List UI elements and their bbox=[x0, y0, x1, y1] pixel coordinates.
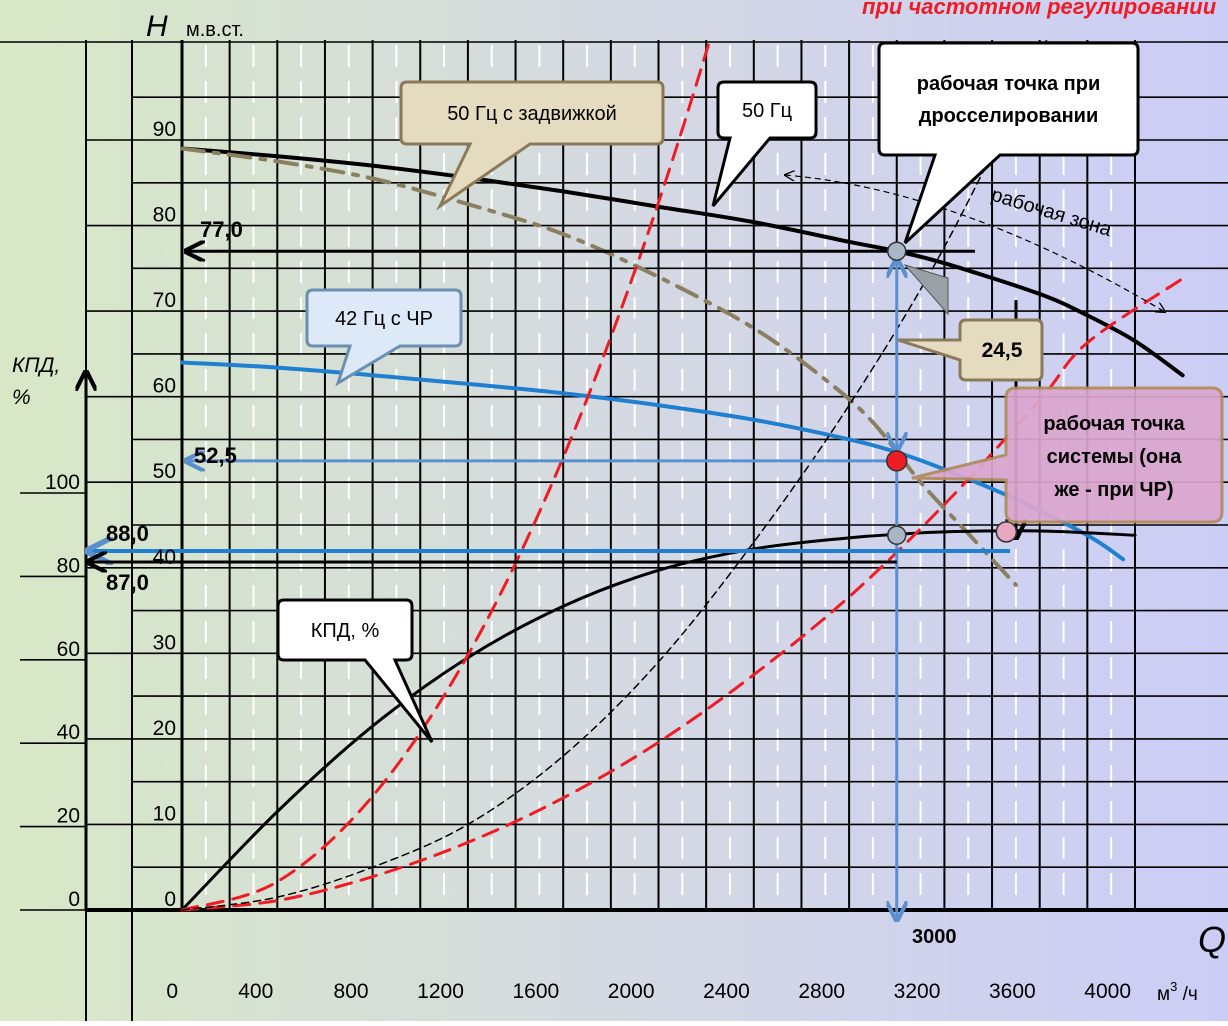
x-tick-label: 3200 bbox=[894, 980, 941, 1003]
callout-system-point: рабочая точка системы (она же - при ЧР) bbox=[911, 386, 1224, 524]
label-h-system: 52,5 bbox=[194, 443, 237, 468]
label-eta-87: 87,0 bbox=[106, 570, 149, 595]
label-eta-88: 88,0 bbox=[106, 521, 149, 546]
eta-axis-pct: % bbox=[12, 386, 31, 409]
eta-tick-label: 0 bbox=[68, 888, 80, 911]
callout-system-text: системы (она bbox=[1047, 446, 1183, 468]
h-tick-label: 10 bbox=[153, 802, 176, 825]
h-tick-label: 80 bbox=[153, 204, 176, 227]
x-tick-label: 0 bbox=[166, 980, 178, 1003]
h-tick-label: 90 bbox=[153, 118, 176, 141]
label-q-op: 3000 bbox=[912, 926, 957, 948]
x-tick-label: 2800 bbox=[798, 980, 845, 1003]
x-tick-label: 2400 bbox=[703, 980, 750, 1003]
throttle-point bbox=[887, 241, 907, 261]
callout-throttle-text: рабочая точка при bbox=[917, 73, 1101, 95]
h-tick-label: 0 bbox=[164, 888, 176, 911]
x-tick-label: 4000 bbox=[1084, 980, 1131, 1003]
x-tick-label: 800 bbox=[334, 980, 369, 1003]
axes bbox=[86, 372, 1228, 912]
series-sys1 bbox=[180, 40, 712, 912]
eta-point-87 bbox=[887, 525, 907, 546]
callout-42hz-text: 42 Гц с ЧР bbox=[335, 308, 433, 330]
label-h-throttle: 77,0 bbox=[200, 217, 243, 242]
callout-throttle-text: дросселировании bbox=[919, 105, 1099, 127]
eta-tick-label: 40 bbox=[57, 721, 80, 744]
x-axis-unit: м3 /ч bbox=[1157, 979, 1198, 1005]
series-sys3 bbox=[181, 40, 1048, 911]
eta-tick-label: 20 bbox=[57, 805, 80, 828]
callout-50hz-valve-text: 50 Гц с задвижкой bbox=[447, 103, 617, 125]
x-axis-title: Q bbox=[1198, 919, 1226, 960]
eta-axis-title: КПД, bbox=[12, 354, 60, 377]
callout-42hz: 42 Гц с ЧР bbox=[305, 288, 463, 387]
system-point bbox=[886, 450, 908, 472]
callout-50hz-valve: 50 Гц с задвижкой bbox=[399, 80, 665, 211]
h-tick-label: 70 bbox=[153, 289, 176, 312]
series-h50v bbox=[180, 146, 1018, 587]
callout-dh-text: 24,5 bbox=[982, 339, 1023, 362]
x-tick-label: 2000 bbox=[608, 980, 655, 1003]
points bbox=[886, 241, 1018, 546]
callout-eta: КПД, % bbox=[276, 598, 434, 743]
labels: 0 400 800 1200 1600 2000 2400 2800 3200 3600 40000… bbox=[12, 0, 1226, 1005]
eta-tick-label: 60 bbox=[57, 638, 80, 661]
series-eta bbox=[180, 529, 1137, 912]
h-tick-label: 30 bbox=[153, 631, 176, 654]
x-tick-label: 400 bbox=[238, 980, 273, 1003]
h-tick-label: 40 bbox=[153, 546, 176, 569]
callout-50hz-text: 50 Гц bbox=[742, 100, 792, 122]
working-zone-arrow bbox=[785, 175, 1165, 312]
h-axis-unit: м.в.ст. bbox=[186, 19, 244, 41]
callout-throttle: рабочая точка при дросселировании bbox=[877, 41, 1140, 245]
x-tick-label: 1600 bbox=[512, 980, 559, 1003]
eta-point-88 bbox=[995, 521, 1018, 543]
callout-eta-text: КПД, % bbox=[311, 620, 380, 642]
callout-system-text: же - при ЧР) bbox=[1053, 479, 1173, 501]
eta-tick-label: 80 bbox=[57, 554, 80, 577]
h-tick-label: 50 bbox=[153, 460, 176, 483]
x-tick-label: 3600 bbox=[989, 980, 1036, 1003]
h-tick-label: 20 bbox=[153, 717, 176, 740]
callouts: 50 Гц с задвижкой 50 Гц рабочая точка при д… bbox=[276, 41, 1224, 743]
h-axis-title: H bbox=[146, 10, 168, 43]
top-title: при частотном регулировании bbox=[862, 0, 1217, 19]
callout-50hz: 50 Гц bbox=[711, 80, 818, 207]
h-tick-label: 60 bbox=[153, 375, 176, 398]
eta-tick-label: 100 bbox=[45, 471, 80, 494]
x-tick-label: 1200 bbox=[417, 980, 464, 1003]
callout-system-text: рабочая точка bbox=[1043, 413, 1185, 435]
callout-dh: 24,5 bbox=[897, 318, 1044, 382]
